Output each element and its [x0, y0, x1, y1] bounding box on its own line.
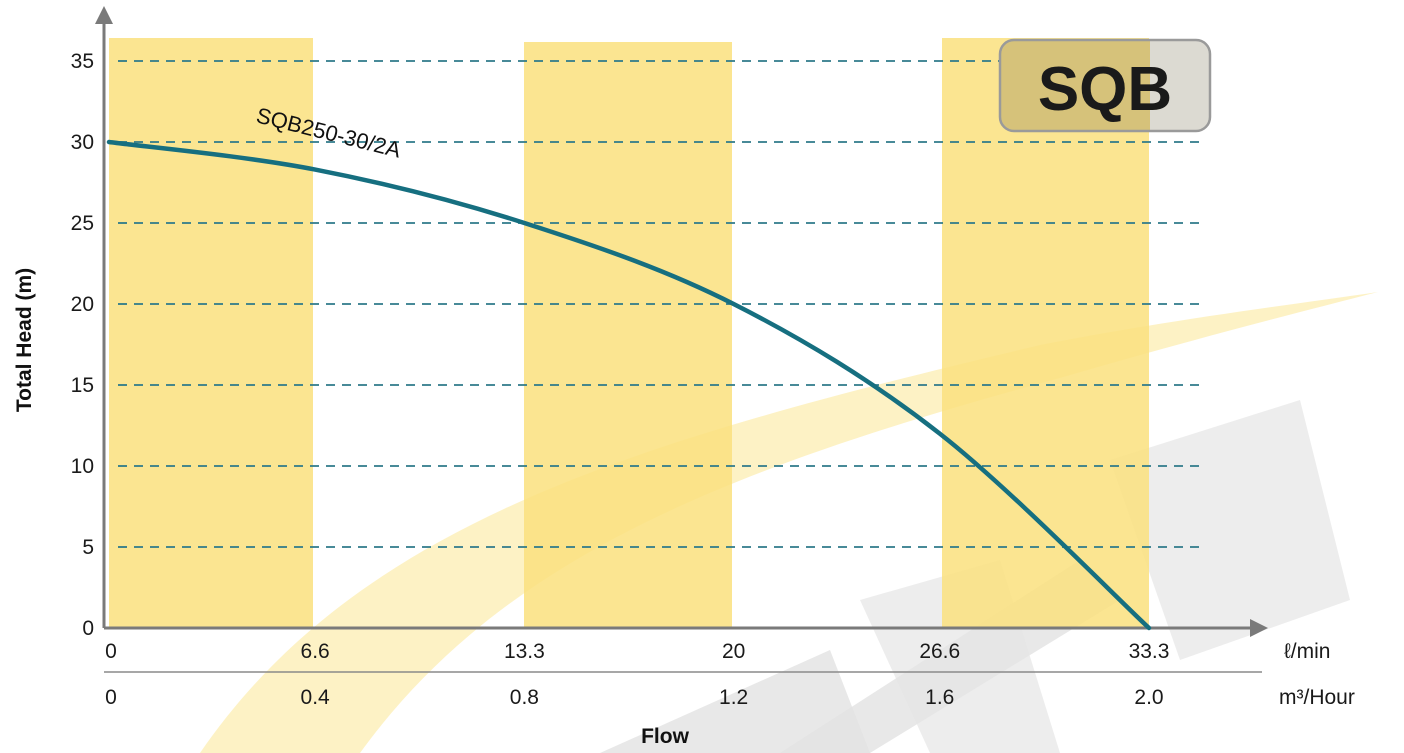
- x-tick-label-m3h: 1.2: [719, 686, 748, 709]
- x-tick-labels-lmin: 0 6.6 13.3 20 26.6 33.3: [105, 640, 1169, 663]
- x-tick-label-lmin: 0: [105, 640, 117, 663]
- watermark-yellow-swoosh: [200, 292, 1378, 753]
- x-tick-label-lmin: 6.6: [301, 640, 330, 663]
- badge-border: [998, 38, 1212, 133]
- y-tick-label: 25: [71, 212, 94, 235]
- grid-lines: [118, 60, 1205, 548]
- x-tick-label-m3h: 0: [105, 686, 117, 709]
- axes: [95, 6, 1268, 673]
- y-axis-arrow: [95, 6, 113, 24]
- watermark-logo: [200, 292, 1378, 753]
- watermark-gray-shape-1: [600, 650, 870, 753]
- x-axis-arrow: [1250, 619, 1268, 637]
- y-tick-label: 35: [71, 50, 94, 73]
- y-tick-label: 30: [71, 131, 94, 154]
- y-axis-title: Total Head (m): [13, 268, 36, 412]
- badge-fill-right: [1150, 40, 1210, 131]
- series-curve-sqb250: [106, 139, 1152, 631]
- y-tick-label: 5: [82, 536, 94, 559]
- x-unit-m3h: m³/Hour: [1279, 686, 1355, 709]
- x-axis-title: Flow: [641, 725, 689, 748]
- x-tick-label-lmin: 33.3: [1129, 640, 1170, 663]
- x-unit-lmin: ℓ/min: [1284, 640, 1330, 663]
- y-tick-label: 10: [71, 455, 94, 478]
- x-tick-label-m3h: 0.8: [510, 686, 539, 709]
- watermark-gray-shape-4: [1110, 400, 1350, 660]
- x-tick-label-lmin: 13.3: [504, 640, 545, 663]
- y-tick-labels: 0 5 10 15 20 25 30 35: [71, 50, 94, 640]
- x-tick-label-m3h: 0.4: [301, 686, 331, 709]
- x-tick-label-lmin: 20: [722, 640, 745, 663]
- x-tick-label-lmin: 26.6: [919, 640, 960, 663]
- x-tick-label-m3h: 2.0: [1134, 686, 1163, 709]
- y-tick-label: 0: [82, 617, 94, 640]
- y-tick-label: 20: [71, 293, 94, 316]
- band-2: [524, 42, 732, 628]
- y-tick-label: 15: [71, 374, 94, 397]
- band-1: [109, 38, 313, 628]
- badge-label: SQB: [1038, 55, 1172, 124]
- badge-fill-left: [1000, 40, 1150, 131]
- x-tick-labels-m3h: 0 0.4 0.8 1.2 1.6 2.0: [105, 686, 1163, 709]
- model-badge: SQB: [998, 38, 1212, 133]
- x-tick-label-m3h: 1.6: [925, 686, 954, 709]
